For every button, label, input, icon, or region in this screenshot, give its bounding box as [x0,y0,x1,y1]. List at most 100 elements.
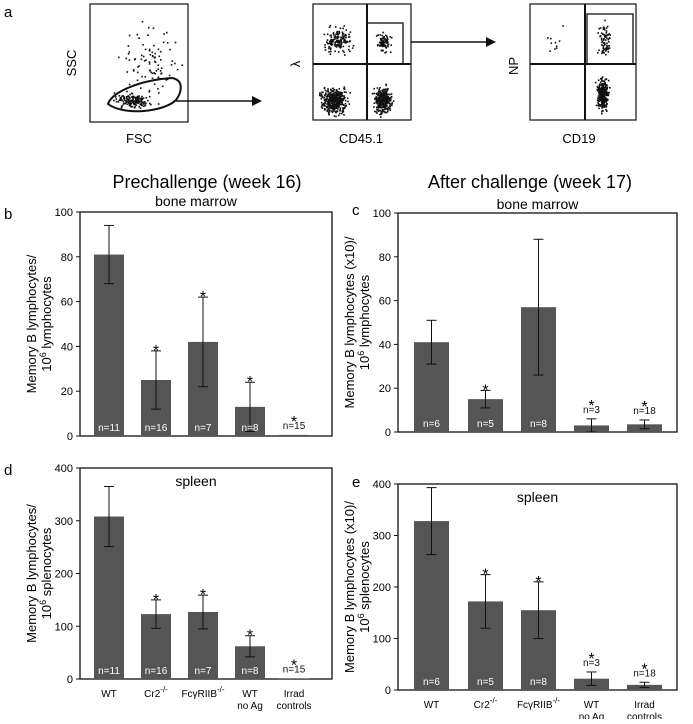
event-dot [158,55,161,58]
event-dot [344,41,347,44]
flow-plot-2-ylabel: λ [288,60,303,67]
event-dot [342,108,344,110]
event-dot [604,86,606,89]
event-dot [385,84,388,87]
event-dot [386,89,389,91]
event-dot [334,99,336,101]
event-dot [339,108,341,111]
event-dot [335,26,337,28]
event-dot [378,98,381,100]
event-dot [599,92,602,95]
event-dot [385,93,388,95]
event-dot [601,107,603,109]
y-axis-label-line2: 106 lymphocytes [356,274,372,370]
event-dot [324,46,326,49]
event-dot [600,84,603,86]
category-label: WT [242,689,258,700]
event-dot [126,103,129,105]
event-dot [382,40,385,42]
event-dot [389,93,391,96]
event-dot [598,107,600,110]
event-dot [343,87,345,90]
event-dot [123,95,125,98]
event-dot [347,100,349,103]
y-axis-label-line2-base: 10 [357,356,372,370]
event-dot [333,107,336,109]
event-dot [604,89,606,92]
event-dot [336,44,338,47]
n-label: n=8 [242,666,259,677]
event-dot [598,88,601,91]
event-dot [383,91,386,93]
y-axis-label-line1: Memory B lymphocytes/ [24,254,39,393]
event-dot [151,72,154,75]
event-dot [384,52,386,54]
event-dot [328,51,330,53]
event-dot [554,41,557,44]
n-label: n=6 [423,419,440,430]
event-dot [608,91,610,94]
event-dot [342,50,344,52]
event-dot [391,104,393,107]
event-dot [342,104,345,106]
event-dot [138,105,140,108]
event-dot [342,99,345,102]
event-dot [607,93,610,96]
category-label-sup: -/- [217,685,225,694]
event-dot [609,34,612,36]
category-label: FcγRIIB-/- [181,685,224,700]
event-dot [326,109,329,112]
event-dot [595,104,598,107]
event-dot [327,42,329,45]
event-dot [330,36,333,38]
lymphocyte-gate [106,76,182,113]
event-dot [336,30,339,33]
event-dot [607,34,610,36]
event-dot [597,95,600,97]
event-dot [174,41,177,44]
event-dot [129,97,131,99]
event-dot [606,37,608,39]
n-label: n=18 [633,668,656,679]
event-dot [131,95,134,98]
event-dot [136,33,139,36]
event-dot [380,113,383,116]
event-dot [141,20,144,23]
event-dot [141,98,144,101]
event-dot [382,44,385,46]
y-tick-label: 400 [55,463,73,475]
flow-plot-2-events [319,24,395,118]
event-dot [603,88,606,90]
event-dot [326,103,328,105]
event-dot [381,38,384,40]
y-axis-label-line1: Memory B lymphocytes (x10)/ [342,501,357,673]
event-dot [340,99,343,101]
event-dot [606,86,609,88]
n-label: n=15 [283,664,306,675]
event-dot [141,102,143,105]
event-dot [378,110,381,112]
event-dot [389,36,391,38]
event-dot [337,100,340,103]
event-dot [337,105,340,108]
event-dot [334,43,336,45]
y-axis-label-line2-sup: 6 [356,351,366,356]
event-dot [323,94,326,96]
event-dot [382,106,384,109]
category-label-sup: -/- [160,685,168,694]
event-dot [601,105,603,107]
event-dot [336,37,338,40]
event-dot [143,105,145,107]
flow-plot-fsc-ssc: FSC SSC [64,3,262,146]
flow-plot-cd19-np: CD19 NP [506,3,637,146]
event-dot [158,92,160,94]
event-dot [327,89,329,91]
event-dot [349,92,351,94]
event-dot [332,34,335,36]
n-label: n=18 [633,406,656,417]
event-dot [118,99,121,101]
event-dot [174,62,176,65]
event-dot [331,110,333,112]
event-dot [171,60,174,62]
event-dot [157,77,160,79]
